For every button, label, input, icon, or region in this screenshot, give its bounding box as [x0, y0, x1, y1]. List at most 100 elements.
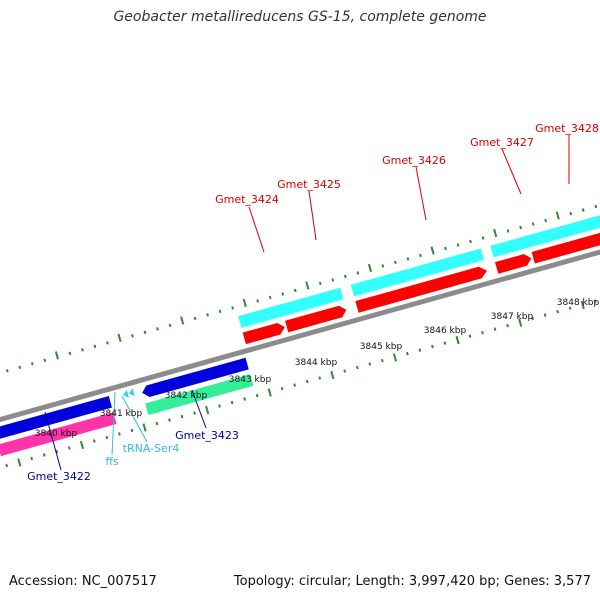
genome-backbone [0, 212, 600, 449]
coord-label: 3844 kbp [295, 358, 338, 368]
ruler-tick-minor [168, 418, 171, 422]
ruler-tick-minor [218, 309, 222, 314]
rna-arrow-trna-ser4[interactable] [128, 388, 135, 397]
coord-label: 3840 kbp [35, 429, 78, 439]
ruler-tick-minor [256, 299, 260, 303]
ruler-tick-major [267, 388, 272, 397]
ruler-tick-minor [355, 365, 359, 370]
ruler-tick-minor [180, 414, 184, 419]
ruler-tick-minor [469, 239, 472, 244]
ruler-tick-minor [456, 243, 460, 247]
gene-label-gmet-3427[interactable]: Gmet_3427 [470, 136, 534, 149]
ruler-tick-minor [92, 439, 96, 443]
ruler-tick-minor [468, 334, 472, 338]
gene-bar-gmet-3422[interactable] [0, 395, 112, 440]
ruler-tick-minor [406, 351, 409, 356]
gene-label-gmet-3424[interactable]: Gmet_3424 [215, 193, 279, 206]
ruler-tick-minor [506, 229, 510, 233]
label-callouts [44, 135, 570, 471]
coord-label: 3845 kbp [360, 342, 403, 352]
cds-arrow-gmet-3426[interactable] [355, 265, 488, 313]
ruler-tick-minor [443, 341, 447, 345]
ruler-tick-minor [280, 386, 284, 391]
ruler-tick-minor [493, 327, 497, 331]
cds-bar-gmet-3422[interactable] [0, 412, 117, 457]
cds-arrow-gmet-3427[interactable] [495, 252, 533, 274]
ruler-tick-minor [293, 383, 297, 387]
ruler-tick-major [518, 318, 523, 327]
ruler-tick-minor [531, 222, 535, 226]
ruler-tick-minor [243, 397, 246, 401]
ruler-tick-major [493, 228, 498, 238]
ruler-tick-minor [481, 236, 485, 240]
ruler-tick-minor [30, 362, 34, 366]
ruler-tick-major [242, 298, 247, 308]
gene-bar-3424-3425[interactable] [238, 287, 344, 328]
ruler-tick-minor [381, 264, 385, 268]
ruler-tick-minor [581, 208, 585, 212]
ruler-tick-minor [118, 432, 121, 436]
ruler-tick-minor [193, 411, 196, 415]
cds-arrow-gmet-3428[interactable] [531, 223, 600, 264]
ruler-tick-minor [281, 292, 285, 296]
ruler-ticks-reverse [5, 299, 597, 468]
ruler-tick-minor [93, 344, 97, 349]
rna-arrow-ffs[interactable] [122, 389, 129, 399]
ruler-tick-minor [43, 358, 47, 363]
ruler-tick-minor [519, 225, 522, 230]
ruler-tick-minor [431, 344, 434, 349]
ruler-tick-minor [105, 435, 109, 440]
ruler-tick-minor [418, 348, 422, 352]
ruler-tick-minor [67, 446, 71, 450]
ruler-tick-major [142, 423, 147, 432]
ruler-tick-minor [81, 348, 84, 352]
accession-text: Accession: NC_007517 [9, 574, 157, 589]
ruler-tick-minor [231, 306, 235, 310]
ruler-tick-major [205, 405, 210, 415]
gene-label-trna-ser4[interactable]: tRNA-Ser4 [123, 442, 180, 455]
ruler-tick-major [455, 335, 460, 345]
ruler-tick-minor [331, 278, 335, 282]
ruler-tick-minor [305, 379, 309, 384]
ruler-tick-minor [255, 393, 259, 398]
coordinate-labels: 3840 kbp 3841 kbp 3842 kbp 3843 kbp 3844… [35, 298, 600, 439]
ruler-tick-minor [293, 288, 297, 293]
cds-arrow-gmet-3424[interactable] [242, 321, 287, 345]
gene-label-gmet-3428[interactable]: Gmet_3428 [535, 122, 599, 135]
ruler-tick-minor [106, 341, 109, 345]
ruler-tick-minor [506, 323, 509, 328]
ruler-tick-minor [544, 218, 548, 223]
ruler-tick-major [117, 333, 122, 343]
ruler-tick-minor [394, 260, 397, 265]
ruler-tick-minor [481, 330, 484, 335]
cds-arrow-gmet-3425[interactable] [285, 304, 348, 333]
ruler-tick-minor [568, 306, 572, 310]
coord-label: 3842 kbp [165, 391, 208, 401]
gene-bar-3427-3428[interactable] [490, 208, 600, 258]
ruler-tick-minor [168, 323, 172, 328]
ruler-tick-major [79, 440, 84, 450]
ruler-tick-minor [218, 404, 221, 408]
ruler-tick-major [580, 301, 585, 310]
ruler-tick-minor [5, 369, 9, 373]
gene-label-ffs[interactable]: ffs [105, 455, 119, 468]
gene-bar-3426[interactable] [350, 248, 485, 297]
ruler-tick-minor [419, 253, 422, 258]
ruler-tick-minor [343, 274, 347, 279]
gene-label-gmet-3425[interactable]: Gmet_3425 [277, 178, 341, 191]
ruler-tick-minor [230, 400, 234, 405]
gene-label-gmet-3423[interactable]: Gmet_3423 [175, 429, 239, 442]
ruler-tick-minor [593, 299, 597, 303]
gene-arrow-gmet-3423[interactable] [141, 357, 249, 399]
cds-bar-gmet-3423[interactable] [145, 374, 254, 416]
ruler-tick-minor [206, 313, 209, 317]
ruler-tick-minor [193, 316, 197, 321]
ruler-tick-major [54, 351, 59, 360]
ruler-tick-minor [368, 362, 372, 366]
gene-label-gmet-3426[interactable]: Gmet_3426 [382, 154, 446, 167]
ruler-tick-minor [30, 456, 34, 461]
ruler-tick-minor [130, 428, 134, 433]
gene-label-gmet-3422[interactable]: Gmet_3422 [27, 470, 91, 483]
